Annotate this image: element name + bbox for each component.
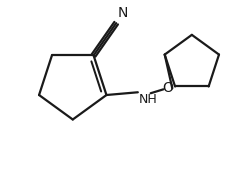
Text: O: O [162, 81, 173, 95]
Text: NH: NH [139, 93, 158, 106]
Text: N: N [117, 6, 127, 20]
